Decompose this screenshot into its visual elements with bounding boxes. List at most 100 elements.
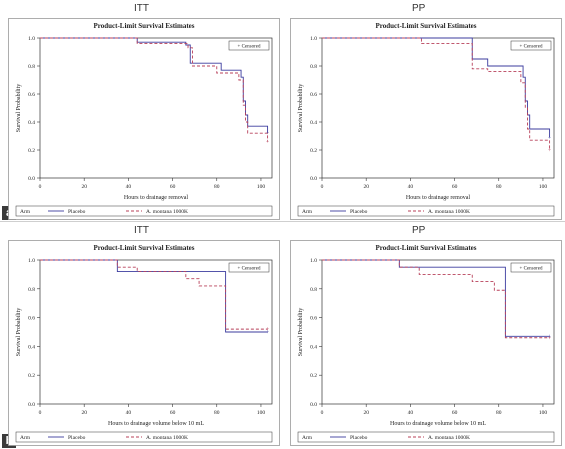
y-axis-label: Survival Probability <box>298 308 304 357</box>
y-tick-label: 0.8 <box>310 287 317 293</box>
survival-plot-itt-a: Product-Limit Survival Estimates 0 20 40 60 8… <box>8 18 280 220</box>
y-tick-label: 0.6 <box>28 316 35 322</box>
km-curve-amontana <box>40 259 268 330</box>
x-tick-label: 20 <box>81 410 87 416</box>
y-tick-label: 1.0 <box>310 36 317 42</box>
km-curve-amontana <box>40 37 269 142</box>
panel-divider <box>0 221 565 222</box>
x-tick-label: 60 <box>452 184 458 190</box>
plot-area <box>39 259 273 405</box>
x-tick-label: 80 <box>214 410 220 416</box>
km-curve-placebo <box>322 259 550 337</box>
arm-legend-title: Arm <box>20 209 31 215</box>
y-axis-label: Survival Probability <box>16 308 22 357</box>
arm-legend-title: Arm <box>302 435 313 441</box>
y-tick-label: 0.2 <box>28 373 35 379</box>
legend-entry-placebo: Placebo <box>350 435 368 441</box>
x-tick-label: 80 <box>496 184 502 190</box>
y-tick-label: 0.4 <box>28 120 35 126</box>
censored-mark: + <box>548 148 552 154</box>
y-tick-label: 0.2 <box>28 148 35 154</box>
y-axis-label: Survival Probability <box>16 84 22 133</box>
x-tick-label: 40 <box>408 184 414 190</box>
censored-legend-box <box>228 40 270 51</box>
x-tick-label: 0 <box>39 410 42 416</box>
survival-plot-itt-b: Product-Limit Survival Estimates 0 20 40 60 8… <box>8 240 280 446</box>
censored-legend-box <box>228 262 270 273</box>
header-itt-a: ITT <box>134 3 149 14</box>
survival-plot-pp-a: Product-Limit Survival Estimates 0 20 40 60 8… <box>290 18 562 220</box>
x-tick-label: 40 <box>126 410 132 416</box>
legend-entry-placebo: Placebo <box>350 209 368 215</box>
censored-mark: + <box>548 135 552 141</box>
legend-entry-amontana: A. montana 1000K <box>146 435 188 441</box>
x-tick-label: 0 <box>321 410 324 416</box>
y-tick-label: 0.0 <box>28 402 35 408</box>
censored-legend-label: + Censored <box>520 267 543 272</box>
censored-legend-box <box>510 262 552 273</box>
x-tick-label: 20 <box>363 410 369 416</box>
y-tick-label: 0.6 <box>28 92 35 98</box>
y-tick-label: 0.0 <box>310 176 317 182</box>
plot-area <box>39 37 273 179</box>
censored-mark: + <box>266 327 270 333</box>
arm-legend-box <box>297 205 555 217</box>
x-tick-label: 100 <box>539 410 548 416</box>
chart-title: Product-Limit Survival Estimates <box>376 22 477 30</box>
plot-frame <box>8 18 280 220</box>
km-curve-placebo <box>322 37 551 138</box>
censored-mark: + <box>548 336 552 342</box>
legend-entry-amontana: A. montana 1000K <box>146 209 188 215</box>
x-axis-label: Hours to drainage volume below 10 mL <box>390 421 486 427</box>
km-curve-amontana <box>322 259 550 339</box>
y-tick-label: 0.0 <box>28 176 35 182</box>
censored-mark: + <box>266 140 270 146</box>
y-axis-label: Survival Probability <box>298 84 304 133</box>
header-pp-b: PP <box>412 225 426 236</box>
y-tick-label: 0.8 <box>28 287 35 293</box>
x-tick-label: 60 <box>170 184 176 190</box>
legend-entry-amontana: A. montana 1000K <box>428 209 470 215</box>
arm-legend-title: Arm <box>20 435 31 441</box>
x-tick-label: 40 <box>126 184 132 190</box>
x-tick-label: 20 <box>363 184 369 190</box>
x-tick-label: 100 <box>257 184 266 190</box>
km-curve-amontana <box>322 37 551 150</box>
censored-mark: + <box>266 131 270 137</box>
y-tick-label: 0.4 <box>310 120 317 126</box>
y-tick-label: 0.0 <box>310 402 317 408</box>
plot-area <box>321 259 555 405</box>
km-curve-placebo <box>40 37 269 134</box>
x-axis-label: Hours to drainage removal <box>406 195 470 201</box>
x-tick-label: 40 <box>408 410 414 416</box>
arm-legend-box <box>15 205 273 217</box>
legend-entry-amontana: A. montana 1000K <box>428 435 470 441</box>
legend-entry-placebo: Placebo <box>68 435 86 441</box>
plot-frame <box>8 240 280 446</box>
chart-title: Product-Limit Survival Estimates <box>94 244 195 252</box>
x-tick-label: 0 <box>321 184 324 190</box>
survival-plot-pp-b: Product-Limit Survival Estimates 0 20 40 60 8… <box>290 240 562 446</box>
y-tick-label: 0.4 <box>28 344 35 350</box>
plot-frame <box>290 240 562 446</box>
y-tick-label: 0.4 <box>310 344 317 350</box>
arm-legend-title: Arm <box>302 209 313 215</box>
y-tick-label: 0.2 <box>310 373 317 379</box>
censored-legend-label: + Censored <box>238 45 261 50</box>
x-tick-label: 80 <box>214 184 220 190</box>
censored-legend-box <box>510 40 552 51</box>
x-tick-label: 100 <box>257 410 266 416</box>
x-tick-label: 60 <box>170 410 176 416</box>
header-pp-a: PP <box>412 3 426 14</box>
chart-title: Product-Limit Survival Estimates <box>94 22 195 30</box>
x-tick-label: 20 <box>81 184 87 190</box>
y-tick-label: 0.2 <box>310 148 317 154</box>
arm-legend-box <box>15 431 273 443</box>
censored-mark: + <box>548 334 552 340</box>
arm-legend-box <box>297 431 555 443</box>
x-tick-label: 0 <box>39 184 42 190</box>
censored-mark: + <box>266 330 270 336</box>
x-tick-label: 80 <box>496 410 502 416</box>
x-axis-label: Hours to drainage removal <box>124 195 188 201</box>
y-tick-label: 1.0 <box>28 36 35 42</box>
